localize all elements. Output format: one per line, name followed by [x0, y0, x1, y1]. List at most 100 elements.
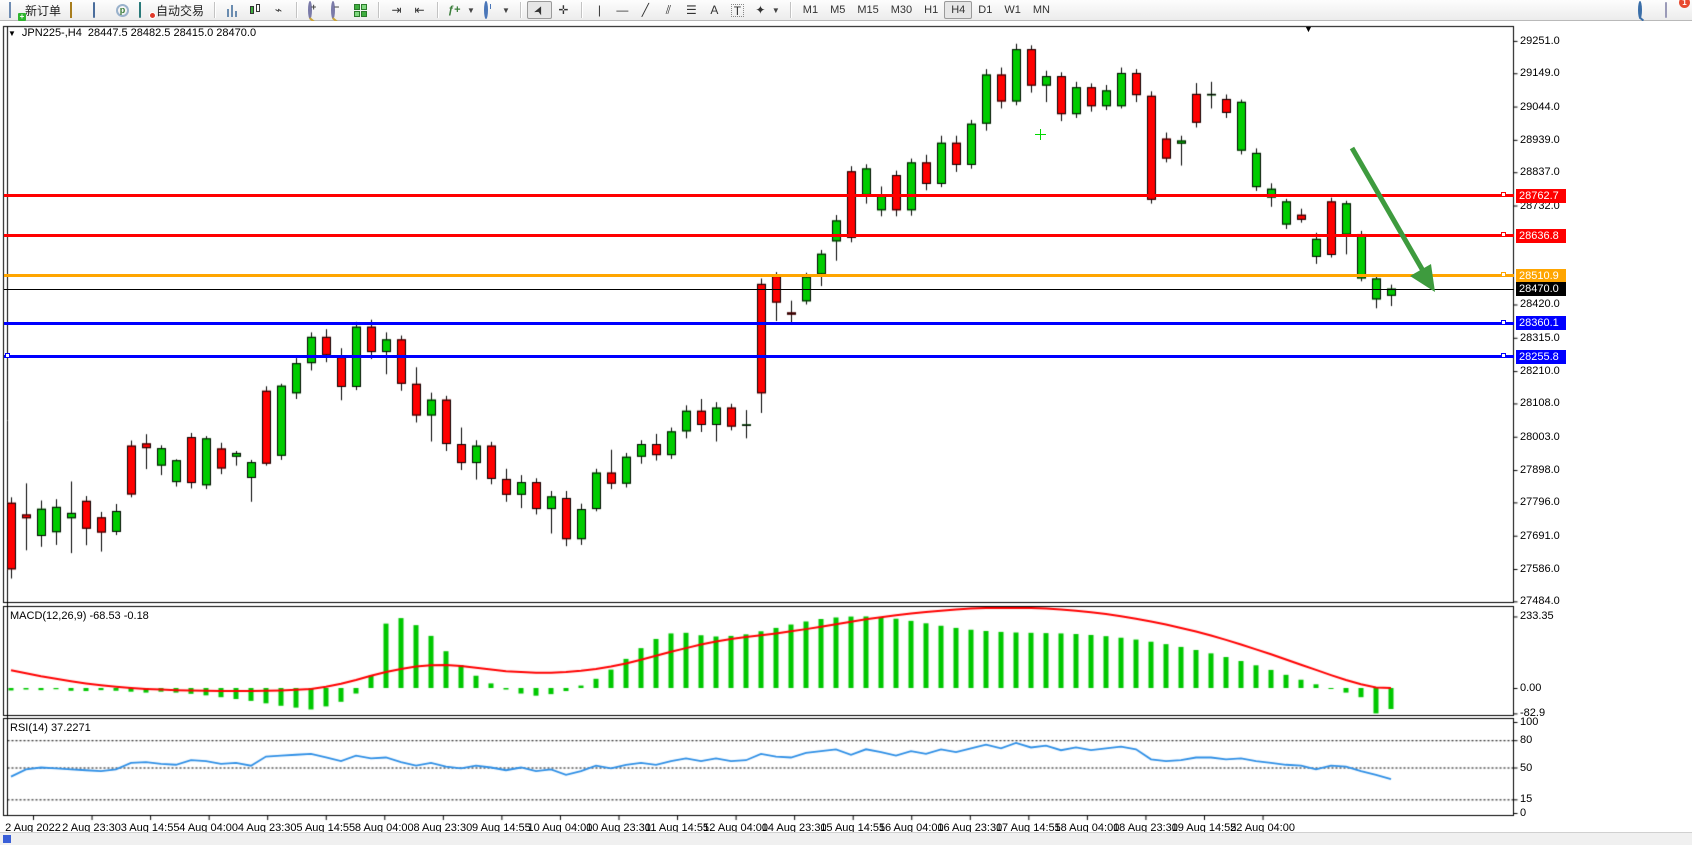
fibonacci-button[interactable]: ☰ [680, 1, 703, 19]
arrows-button[interactable]: ✦ ▼ [749, 1, 784, 19]
text-icon: A [710, 2, 719, 17]
channel-button[interactable]: ⫽ [657, 1, 680, 19]
y-axis-label: 28210.0 [1520, 365, 1560, 378]
trend-arrow-object[interactable] [1338, 136, 1458, 316]
rsi-axis-label: 80 [1520, 734, 1533, 747]
timeframe-H1[interactable]: H1 [924, 4, 939, 16]
line-chart-button[interactable]: ⌁ [267, 1, 290, 19]
y-axis-label: 28939.0 [1520, 133, 1560, 146]
timeframe-M5[interactable]: M5 [830, 4, 846, 16]
timeframe-H4[interactable]: H4 [944, 1, 973, 19]
time-axis-label: 16 Aug 23:30 [937, 822, 1003, 834]
hline-28360.1[interactable] [4, 319, 1514, 325]
time-axis-label: 12 Aug 04:00 [703, 822, 769, 834]
cursor-button[interactable]: ➤ [526, 1, 552, 19]
zoom-in-icon: + [308, 0, 316, 19]
timeframe-M1[interactable]: M1 [802, 4, 819, 16]
time-axis-label: 16 Aug 04:00 [878, 822, 944, 834]
rsi-axis-label: 15 [1520, 793, 1533, 806]
timeframe-W1[interactable]: W1 [1004, 4, 1021, 16]
zoom-in-button[interactable]: + [303, 0, 326, 19]
new-order-label: 新订单 [25, 3, 62, 18]
y-axis-label: 28315.0 [1520, 331, 1560, 344]
timeframe-M30[interactable]: M30 [890, 4, 913, 16]
hline-28510.9[interactable] [4, 272, 1514, 278]
label-button[interactable]: T [726, 1, 749, 19]
horizontal-line-button[interactable]: — [611, 1, 634, 19]
profile-button[interactable]: p [111, 1, 134, 19]
chart-ohlc: 28447.5 28482.5 28415.0 28470.0 [87, 27, 257, 39]
y-axis-label: 29149.0 [1520, 67, 1560, 80]
auto-trading-icon [138, 1, 157, 19]
candlestick-chart-button[interactable] [244, 1, 267, 19]
periods-button[interactable]: ▼ [479, 0, 514, 19]
vertical-line-icon: | [597, 2, 601, 17]
price-chart-canvas[interactable] [0, 21, 1692, 845]
hline-28762.7[interactable] [4, 192, 1514, 198]
tile-windows-icon [353, 3, 368, 18]
chart-shift-marker[interactable]: ▼ [1304, 24, 1313, 34]
profile-icon: p [116, 3, 130, 17]
macd-axis-label: 0.00 [1520, 682, 1542, 694]
rsi-label: RSI(14) 37.2271 [10, 722, 91, 734]
crosshair-button[interactable]: ✛ [552, 1, 575, 19]
timeframe-D1[interactable]: D1 [978, 4, 993, 16]
bar-chart-button[interactable] [221, 1, 244, 19]
chart-dropdown-icon[interactable]: ▼ [8, 28, 16, 38]
time-axis-label: 19 Aug 14:55 [1171, 822, 1237, 834]
indicators-icon: ƒ+ [448, 3, 461, 16]
market-watch-icon [92, 1, 107, 18]
time-axis-label: 10 Aug 04:00 [527, 822, 593, 834]
indicators-button[interactable]: ƒ+ ▼ [448, 3, 475, 16]
new-order-button[interactable]: + 新订单 [3, 1, 65, 21]
time-axis-label: 15 Aug 14:55 [820, 822, 886, 834]
chart-window: ▼ JPN225-,H4 28447.5 28482.5 28415.0 284… [0, 21, 1692, 845]
text-button[interactable]: A [703, 1, 726, 19]
price-line-badge: 28255.8 [1516, 349, 1566, 364]
time-axis-label: 2 Aug 2022 [5, 822, 61, 834]
hline-handle[interactable] [1500, 353, 1506, 359]
timeframe-M15[interactable]: M15 [857, 4, 879, 16]
y-axis-label: 28003.0 [1520, 430, 1560, 443]
y-axis-label: 27796.0 [1520, 496, 1560, 509]
cursor-icon: ➤ [530, 2, 548, 18]
hline-handle[interactable] [1500, 319, 1506, 325]
y-axis-label: 28420.0 [1520, 298, 1560, 311]
scrollbar-thumb[interactable] [3, 835, 11, 843]
line-chart-icon: ⌁ [274, 2, 283, 17]
hline-handle[interactable] [1500, 192, 1506, 198]
timeframe-group: M1 M5 M15 M30 H1 H4 D1 W1 MN [794, 0, 1059, 20]
timeframe-MN[interactable]: MN [1032, 4, 1050, 16]
hline-handle[interactable] [1500, 272, 1506, 278]
tile-windows-button[interactable] [349, 1, 372, 19]
y-axis-label: 29044.0 [1520, 100, 1560, 113]
market-watch-button[interactable] [88, 1, 111, 19]
notification-badge: 1 [1679, 0, 1690, 8]
notifications-button[interactable]: 1 [1661, 0, 1690, 19]
hline-handle[interactable] [5, 353, 10, 359]
time-axis-label: 5 Aug 14:55 [296, 822, 356, 834]
chart-shift-button[interactable]: ⇤ [408, 1, 431, 19]
auto-trading-button[interactable]: 自动交易 [134, 1, 208, 19]
trendline-button[interactable]: ╱ [634, 1, 657, 19]
hline-handle[interactable] [1500, 232, 1506, 238]
auto-scroll-icon: ⇥ [391, 2, 402, 17]
hline-28255.8[interactable] [4, 353, 1514, 359]
vertical-line-button[interactable]: | [588, 1, 611, 19]
rsi-axis-label: 50 [1520, 761, 1533, 774]
periods-icon [483, 0, 488, 19]
bottom-strip [0, 832, 1692, 845]
y-axis-label: 27691.0 [1520, 529, 1560, 542]
auto-scroll-button[interactable]: ⇥ [385, 1, 408, 19]
time-axis-label: 11 Aug 14:55 [645, 822, 710, 834]
horizontal-line-icon: — [616, 2, 629, 17]
search-button[interactable] [1632, 0, 1655, 19]
macd-axis-label: -82.9 [1520, 707, 1546, 720]
hline-28636.8[interactable] [4, 232, 1514, 238]
time-axis-label: 17 Aug 14:55 [995, 822, 1061, 834]
zoom-out-button[interactable]: − [326, 0, 349, 19]
highlighter-button[interactable] [65, 1, 88, 19]
time-axis-label: 18 Aug 23:30 [1113, 822, 1178, 834]
arrows-icon: ✦ [755, 2, 766, 17]
zoom-out-icon: − [331, 0, 339, 19]
